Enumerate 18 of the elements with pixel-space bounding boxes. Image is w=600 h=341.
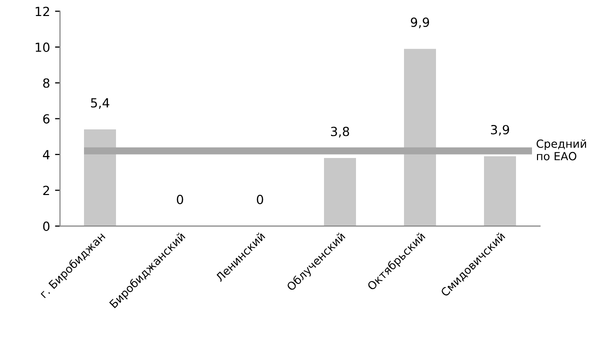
data-label: 0 — [256, 194, 264, 204]
y-tick-label: 2 — [43, 186, 50, 196]
data-label: 3,9 — [491, 124, 510, 136]
y-tick-label: 0 — [43, 222, 50, 232]
data-label: 0 — [176, 194, 184, 204]
bar — [84, 129, 116, 226]
y-tick-label: 4 — [42, 150, 50, 160]
data-label: 3,8 — [331, 126, 350, 138]
data-label: 9,9 — [410, 18, 430, 28]
data-label: 5,4 — [91, 98, 110, 109]
y-tick-label: 6 — [43, 114, 50, 124]
y-tick-label: 8 — [43, 78, 50, 88]
ref-line-label: Средний по ЕАО — [536, 139, 586, 160]
bar — [404, 48, 436, 226]
bar — [484, 156, 516, 226]
y-tick-label: 10 — [36, 42, 50, 52]
y-tick-label: 12 — [36, 6, 50, 16]
bar — [324, 158, 356, 226]
